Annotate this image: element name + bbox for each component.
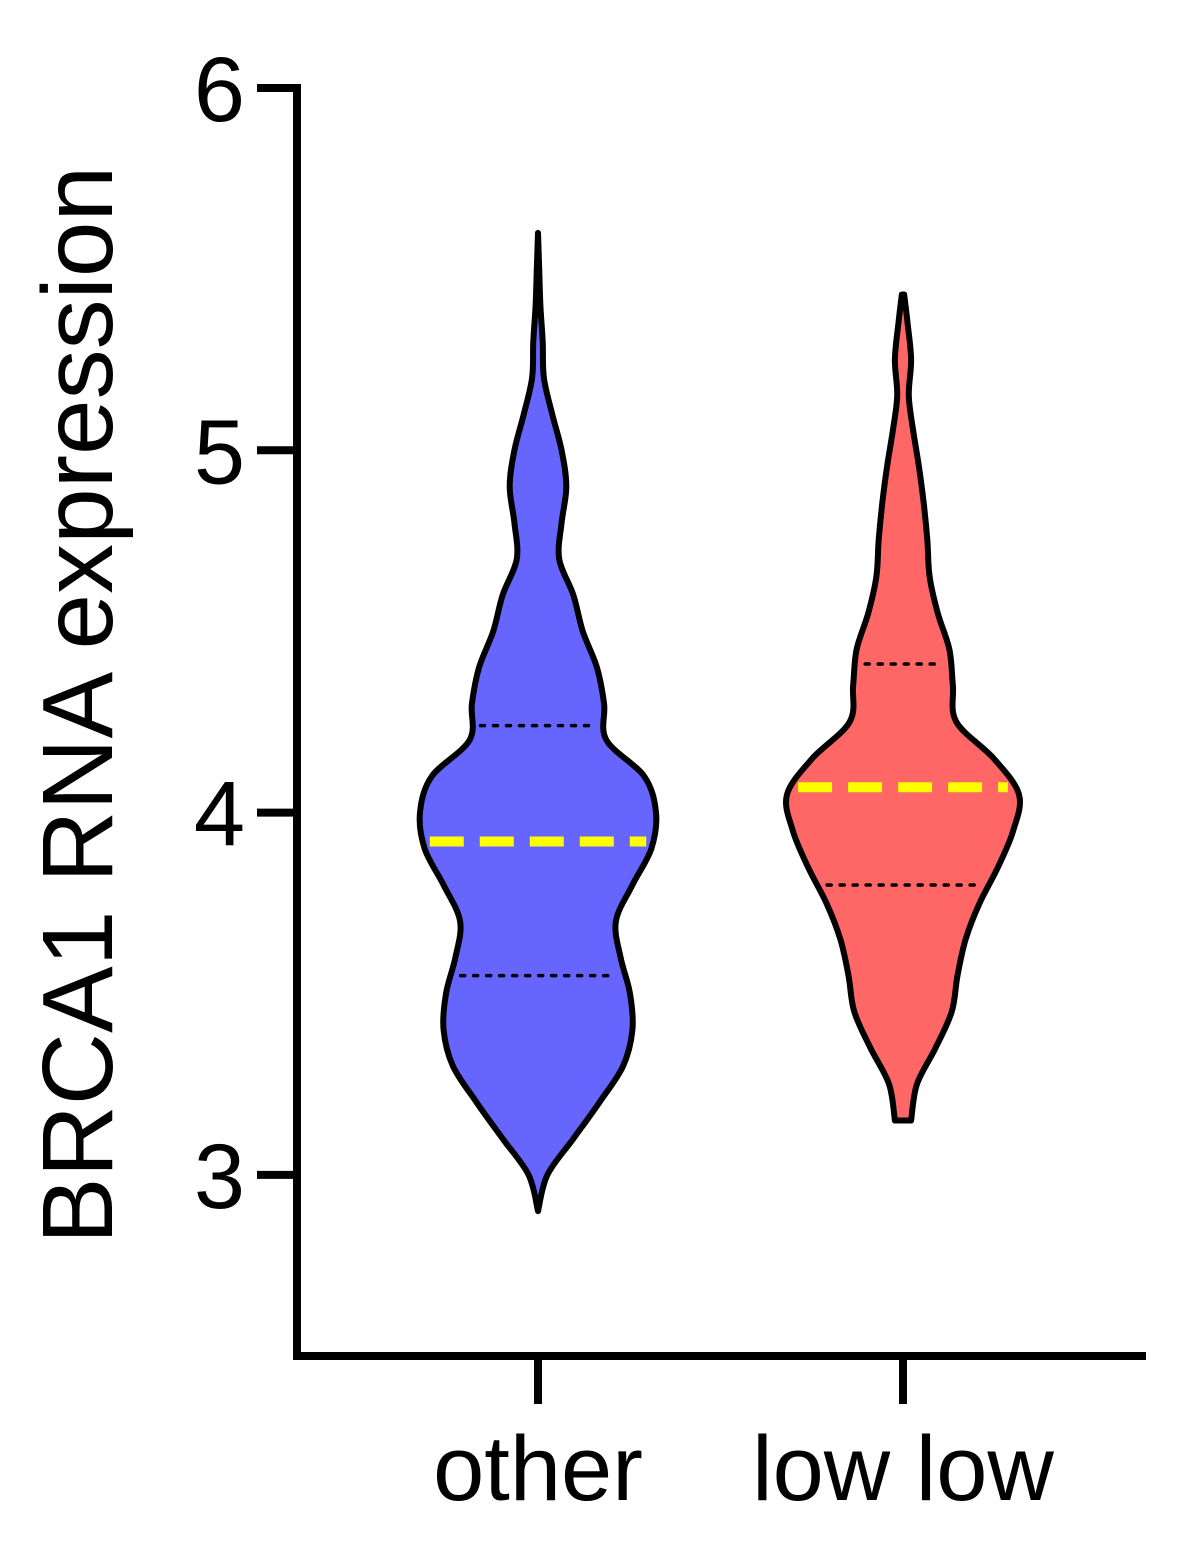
- y-axis: 3 4 5 6: [194, 39, 301, 1360]
- y-tick-label: 5: [194, 401, 245, 503]
- y-tick-label: 6: [194, 39, 245, 141]
- x-axis: other low low: [293, 1352, 1146, 1520]
- x-tick-label: low low: [752, 1418, 1054, 1520]
- violins: [416, 229, 1023, 1215]
- violin-low-low: [783, 291, 1023, 1124]
- y-axis-title: BRCA1 RNA expression: [22, 166, 134, 1244]
- violin-other: [416, 229, 660, 1215]
- x-tick-label: other: [433, 1418, 643, 1520]
- y-tick-label: 4: [194, 764, 245, 866]
- y-tick-label: 3: [194, 1126, 245, 1228]
